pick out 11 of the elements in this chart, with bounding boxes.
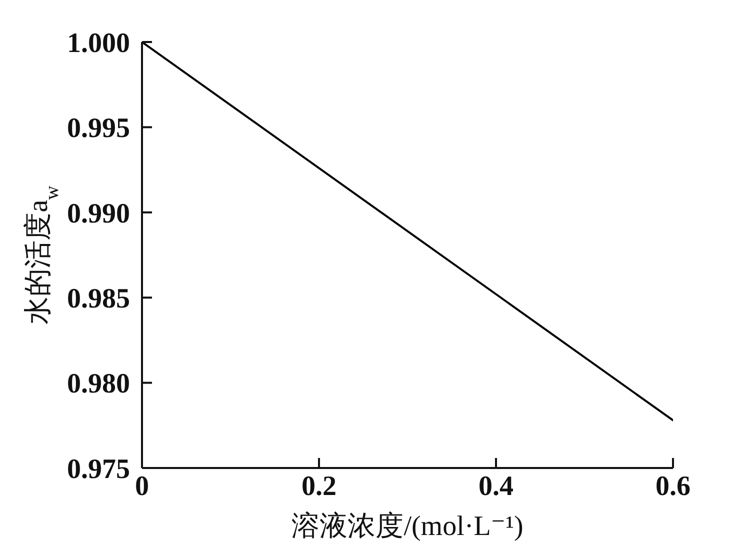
x-tick-label: 0.6 <box>656 470 690 502</box>
x-tick-label: 0.2 <box>302 470 336 502</box>
x-tick-label: 0 <box>135 470 149 502</box>
y-tick-label: 0.980 <box>67 368 130 400</box>
y-tick-label: 0.990 <box>67 198 130 230</box>
y-tick-label: 1.000 <box>67 28 130 59</box>
y-tick-label: 0.975 <box>67 454 130 485</box>
x-tick-label: 0.4 <box>478 470 514 502</box>
y-tick-label: 0.995 <box>67 113 130 144</box>
y-tick-label: 0.985 <box>67 284 130 315</box>
x-axis-title: 溶液浓度/(mol·L⁻¹) <box>292 511 524 542</box>
